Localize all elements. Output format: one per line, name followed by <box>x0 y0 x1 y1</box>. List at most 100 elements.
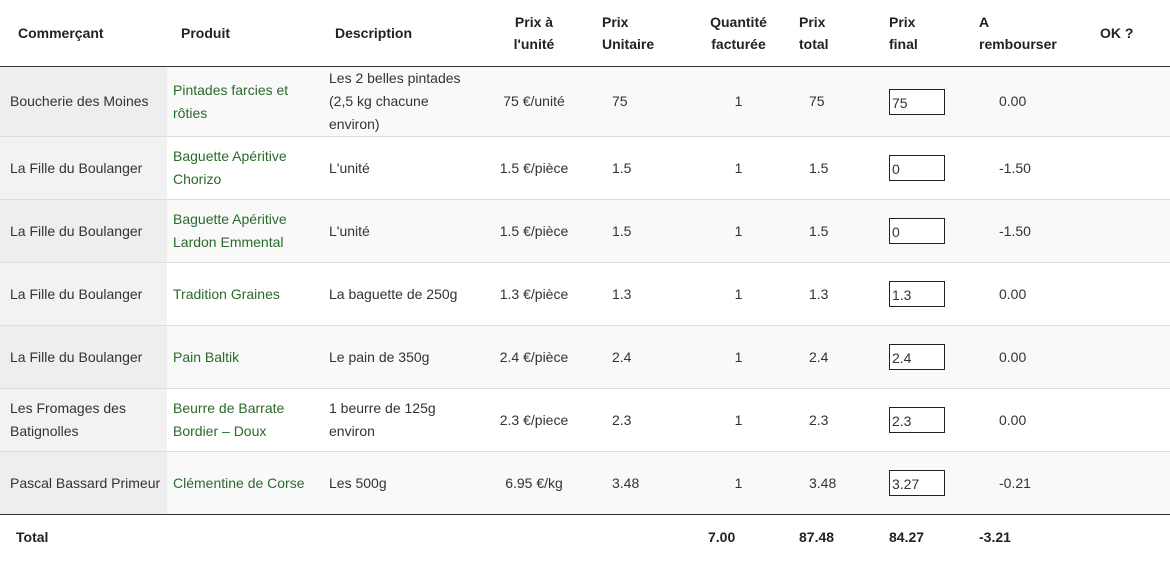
description-cell: La baguette de 250g <box>329 285 458 302</box>
quantity-cell: 1 <box>688 66 789 137</box>
final-price-cell <box>877 137 971 200</box>
ok-cell <box>1096 137 1170 200</box>
quantity-cell: 1 <box>734 411 743 428</box>
product-name: Pain Baltik <box>167 325 323 389</box>
total-cell: 75 <box>789 66 877 137</box>
refund-cell: -1.50 <box>999 159 1031 176</box>
header-description: Description <box>323 0 476 67</box>
header-prix-unitaire: Prix Unitaire <box>592 0 688 67</box>
ok-cell <box>1096 389 1170 452</box>
final-price-input[interactable] <box>889 88 945 115</box>
unit-price-cell: 1.3 <box>612 285 632 302</box>
final-price-cell <box>877 451 971 515</box>
description-cell: L'unité <box>329 159 370 176</box>
total-a-rembourser: -3.21 <box>979 528 1011 545</box>
unit-price-label-cell: 6.95 €/kg <box>476 451 592 515</box>
final-price-cell <box>877 389 971 452</box>
merchant-cell: La Fille du Boulanger <box>0 136 167 200</box>
total-cell: 2.4 <box>789 325 877 389</box>
final-price-input[interactable] <box>889 470 945 496</box>
product-name: Tradition Graines <box>173 285 280 302</box>
final-price-input[interactable] <box>889 218 945 244</box>
header-prix-a-l-unite: Prix à l'unité <box>476 0 592 67</box>
total-prix-total: 87.48 <box>799 528 835 545</box>
unit-price-cell: 2.4 <box>592 325 688 389</box>
header-ok: OK ? <box>1096 0 1170 67</box>
table-row: Pascal Bassard Primeur Clémentine de Cors… <box>0 451 1170 515</box>
total-cell: 1.5 <box>809 159 829 176</box>
header-prix-final: Prix final <box>877 0 971 67</box>
total-quantity: 7.00 <box>708 528 736 545</box>
table-row: La Fille du Boulanger Baguette Apéritive … <box>0 136 1170 200</box>
unit-price-label-cell: 1.5 €/pièce <box>476 199 592 263</box>
unit-price-cell: 2.3 <box>612 411 632 428</box>
final-price-input[interactable] <box>889 407 945 433</box>
refund-cell: -0.21 <box>971 451 1096 515</box>
quantity-cell: 1 <box>734 285 743 302</box>
merchant-cell: Pascal Bassard Primeur <box>0 451 167 515</box>
table-row: La Fille du Boulanger Tradition Graines La… <box>0 262 1170 326</box>
total-prix-final: 84.27 <box>889 528 925 545</box>
final-price-cell <box>877 199 971 263</box>
unit-price-label-cell: 1.3 €/pièce <box>499 285 569 302</box>
unit-price-label-cell: 2.3 €/piece <box>499 411 569 428</box>
final-price-input[interactable] <box>889 281 945 307</box>
product-name: Baguette Apéritive Chorizo <box>173 148 287 187</box>
quantity-cell: 1 <box>688 325 789 389</box>
refund-cell: 0.00 <box>971 325 1096 389</box>
table-row: Boucherie des Moines Pintades farcies et … <box>0 66 1170 137</box>
unit-price-label-cell: 2.4 €/pièce <box>476 325 592 389</box>
table-row: Les Fromages des Batignolles Beurre de Ba… <box>0 388 1170 452</box>
ok-cell <box>1096 451 1170 515</box>
description-cell: Les 500g <box>323 451 476 515</box>
unit-price-cell: 3.48 <box>592 451 688 515</box>
ok-cell <box>1096 325 1170 389</box>
unit-price-cell: 1.5 <box>592 199 688 263</box>
merchant-cell: La Fille du Boulanger <box>0 262 167 326</box>
unit-price-cell: 1.5 <box>612 159 632 176</box>
table-row: La Fille du Boulanger Pain Baltik Le pain … <box>0 325 1170 389</box>
total-label: Total <box>16 528 49 545</box>
header-prix-total: Prix total <box>789 0 877 67</box>
refund-cell: 0.00 <box>999 411 1027 428</box>
ok-cell <box>1096 66 1170 137</box>
totals-row: Total 7.00 87.48 84.27 -3.21 <box>0 515 1170 560</box>
total-cell: 2.3 <box>809 411 829 428</box>
total-cell: 3.48 <box>789 451 877 515</box>
ok-cell <box>1096 199 1170 263</box>
refund-cell: 0.00 <box>999 285 1027 302</box>
quantity-cell: 1 <box>688 199 789 263</box>
unit-price-label-cell: 1.5 €/pièce <box>499 159 569 176</box>
final-price-input[interactable] <box>889 155 945 181</box>
final-price-cell <box>877 263 971 326</box>
refund-cell: 0.00 <box>971 66 1096 137</box>
quantity-cell: 1 <box>688 451 789 515</box>
product-name: Beurre de Barrate Bordier – Doux <box>173 400 285 439</box>
header-produit: Produit <box>167 0 323 67</box>
description-cell: Le pain de 350g <box>323 325 476 389</box>
merchant-cell: La Fille du Boulanger <box>0 199 167 263</box>
header-row: Commerçant Produit Description Prix à l'u… <box>0 0 1170 67</box>
merchant-cell: Boucherie des Moines <box>0 66 167 137</box>
header-quantite-facturee: Quantité facturée <box>688 0 789 67</box>
merchant-cell: La Fille du Boulanger <box>0 325 167 389</box>
merchant-cell: Les Fromages des Batignolles <box>0 388 167 452</box>
ok-cell <box>1096 263 1170 326</box>
description-cell: 1 beurre de 125g environ <box>329 400 436 439</box>
refund-cell: -1.50 <box>971 199 1096 263</box>
product-name: Pintades farcies et rôties <box>167 66 323 137</box>
total-cell: 1.3 <box>809 285 829 302</box>
table-row: La Fille du Boulanger Baguette Apéritive … <box>0 199 1170 263</box>
description-cell: Les 2 belles pintades (2,5 kg chacune en… <box>323 66 476 137</box>
product-name: Clémentine de Corse <box>167 451 323 515</box>
final-price-cell <box>877 66 971 137</box>
quantity-cell: 1 <box>734 159 743 176</box>
final-price-input[interactable] <box>889 344 945 370</box>
total-cell: 1.5 <box>789 199 877 263</box>
unit-price-cell: 75 <box>592 66 688 137</box>
final-price-cell <box>877 325 971 389</box>
unit-price-label-cell: 75 €/unité <box>476 66 592 137</box>
product-name: Baguette Apéritive Lardon Emmental <box>167 199 323 263</box>
